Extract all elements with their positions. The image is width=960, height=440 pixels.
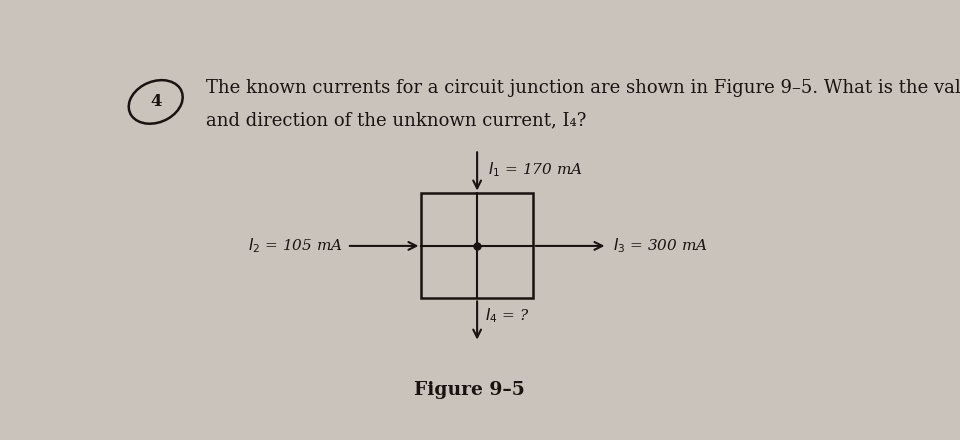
Text: Figure 9–5: Figure 9–5 (415, 381, 525, 399)
Bar (421, 194, 533, 298)
Text: $I_2$ = 105 mA: $I_2$ = 105 mA (249, 237, 343, 255)
Text: and direction of the unknown current, I₄?: and direction of the unknown current, I₄… (205, 112, 586, 129)
Text: $I_3$ = 300 mA: $I_3$ = 300 mA (613, 237, 708, 255)
Text: 4: 4 (150, 93, 161, 110)
Text: $I_1$ = 170 mA: $I_1$ = 170 mA (489, 160, 583, 179)
Text: The known currents for a circuit junction are shown in Figure 9–5. What is the v: The known currents for a circuit junctio… (205, 79, 960, 97)
Text: $I_4$ = ?: $I_4$ = ? (485, 306, 529, 325)
